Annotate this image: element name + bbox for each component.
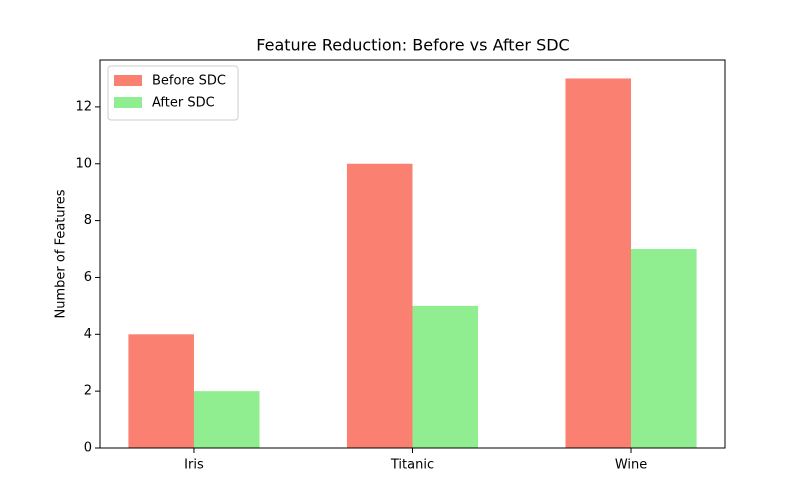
y-tick-label: 8 [84, 213, 92, 228]
y-tick-label: 4 [84, 327, 92, 342]
x-tick-label: Titanic [390, 458, 434, 473]
bar [346, 163, 413, 448]
bar [565, 78, 632, 448]
bar [631, 249, 697, 448]
legend-swatch [114, 97, 142, 108]
x-tick-label: Iris [184, 458, 204, 473]
x-tick-label: Wine [615, 458, 647, 473]
plot-frame [99, 59, 726, 449]
legend-label: After SDC [152, 96, 215, 111]
y-tick-label: 12 [75, 99, 92, 114]
y-axis-label: Number of Features [54, 189, 69, 318]
bar [128, 334, 194, 448]
y-tick-label: 6 [84, 270, 92, 285]
legend: Before SDC After SDC [107, 65, 239, 121]
legend-label: Before SDC [152, 74, 226, 89]
y-tick-label: 10 [75, 156, 92, 171]
chart-title: Feature Reduction: Before vs After SDC [256, 36, 569, 55]
legend-swatch [114, 75, 142, 86]
y-tick-label: 2 [84, 384, 92, 399]
bar [193, 391, 260, 448]
y-tick-label: 0 [84, 441, 92, 456]
bar [412, 305, 479, 448]
